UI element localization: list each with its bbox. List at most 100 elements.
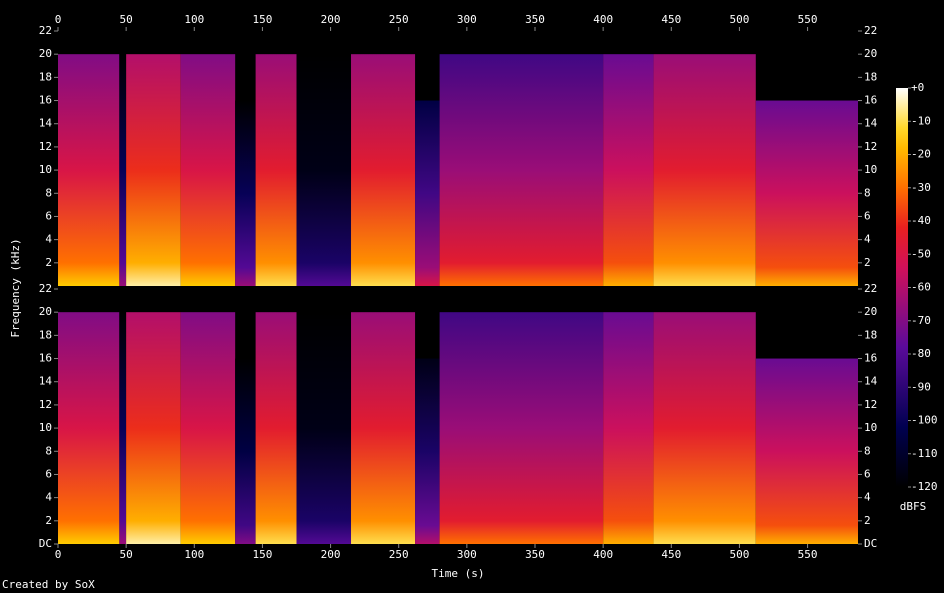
- x-tick-label: 450: [661, 13, 681, 26]
- y-tick-label: 14: [39, 117, 53, 130]
- colorbar: [896, 88, 908, 487]
- y-tick-label: 12: [39, 398, 52, 411]
- y-axis-label: Frequency (kHz): [9, 238, 22, 337]
- spectrum-segment: [296, 312, 352, 544]
- x-tick-label: 250: [389, 13, 409, 26]
- x-tick-label: 550: [798, 548, 818, 561]
- y-tick-label: 10: [864, 421, 877, 434]
- y-tick-label: 8: [45, 444, 52, 457]
- y-tick-label: 20: [39, 47, 52, 60]
- x-tick-label: 100: [184, 548, 204, 561]
- spectrum-segment: [255, 54, 297, 286]
- spectrum-segment: [755, 358, 858, 544]
- x-tick-label: 550: [798, 13, 818, 26]
- y-tick-label: 18: [39, 328, 52, 341]
- y-tick-label: 18: [864, 328, 877, 341]
- spectrum-segment: [415, 100, 440, 286]
- spectrum-segment: [296, 54, 352, 286]
- y-tick-label: 8: [864, 444, 871, 457]
- x-tick-label: 350: [525, 548, 545, 561]
- x-axis-label: Time (s): [432, 567, 485, 580]
- y-tick-label: 6: [864, 467, 871, 480]
- y-tick-label: 22: [864, 282, 877, 295]
- spectrum-segment: [119, 312, 127, 544]
- spectrum-segment: [235, 358, 256, 544]
- y-tick-label: 4: [45, 233, 52, 246]
- spectrum-segment: [653, 54, 756, 286]
- colorbar-tick-label: +0: [911, 81, 924, 94]
- x-tick-label: 300: [457, 548, 477, 561]
- x-tick-label: 500: [729, 548, 749, 561]
- y-tick-label: 14: [864, 117, 878, 130]
- colorbar-tick-label: -50: [911, 247, 931, 260]
- y-tick-label: 4: [864, 233, 871, 246]
- colorbar-label: dBFS: [900, 500, 927, 513]
- colorbar-tick-label: -30: [911, 181, 931, 194]
- x-tick-label: 150: [252, 548, 272, 561]
- y-tick-label: 12: [864, 140, 877, 153]
- x-tick-label: 200: [321, 548, 341, 561]
- colorbar-tick-label: -90: [911, 380, 931, 393]
- y-tick-label: DC: [864, 537, 877, 550]
- spectrum-segment: [415, 358, 440, 544]
- colorbar-tick-label: -10: [911, 114, 931, 127]
- y-tick-label: 8: [864, 186, 871, 199]
- colorbar-tick-label: -100: [911, 414, 938, 427]
- spectrum-segment: [180, 54, 236, 286]
- x-tick-label: 50: [120, 13, 133, 26]
- spectrum-segment: [119, 54, 127, 286]
- y-tick-label: 16: [864, 352, 877, 365]
- y-tick-label: 10: [39, 421, 52, 434]
- y-tick-label: 14: [864, 375, 878, 388]
- spectrum-segment: [255, 312, 297, 544]
- y-tick-label: 8: [45, 186, 52, 199]
- spectrum-segment: [653, 312, 756, 544]
- y-tick-label: 22: [39, 282, 52, 295]
- spectrum-segment: [439, 312, 604, 544]
- footer: Created by SoX: [2, 578, 95, 591]
- x-tick-label: 200: [321, 13, 341, 26]
- spectrum-segment: [180, 312, 236, 544]
- x-tick-label: 300: [457, 13, 477, 26]
- y-tick-label: 22: [39, 24, 52, 37]
- y-tick-label: 16: [864, 94, 877, 107]
- spectrum-segment: [603, 312, 654, 544]
- y-tick-label: 16: [39, 94, 52, 107]
- y-tick-label: 18: [39, 70, 52, 83]
- colorbar-tick-label: -120: [911, 480, 938, 493]
- y-tick-label: 20: [39, 305, 52, 318]
- x-tick-label: 0: [55, 13, 62, 26]
- y-tick-label: 2: [45, 514, 52, 527]
- x-tick-label: 400: [593, 13, 613, 26]
- spectrum-segment: [126, 54, 181, 286]
- y-tick-label: 18: [864, 70, 877, 83]
- x-tick-label: 500: [729, 13, 749, 26]
- spectrum-segment: [351, 54, 416, 286]
- y-tick-label: 2: [864, 256, 871, 269]
- x-tick-label: 50: [120, 548, 133, 561]
- x-tick-label: 450: [661, 548, 681, 561]
- x-tick-label: 350: [525, 13, 545, 26]
- spectrum-segment: [235, 100, 256, 286]
- colorbar-tick-label: -40: [911, 214, 931, 227]
- colorbar-tick-label: -70: [911, 314, 931, 327]
- y-tick-label: 2: [45, 256, 52, 269]
- colorbar-tick-label: -60: [911, 281, 931, 294]
- spectrum-segment: [439, 54, 604, 286]
- x-tick-label: 100: [184, 13, 204, 26]
- y-tick-label: 22: [864, 24, 877, 37]
- y-tick-label: 20: [864, 305, 877, 318]
- y-tick-label: 16: [39, 352, 52, 365]
- colorbar-tick-label: -20: [911, 148, 931, 161]
- spectrum-segment: [126, 312, 181, 544]
- y-tick-label: 4: [45, 491, 52, 504]
- y-tick-label: 6: [45, 467, 52, 480]
- colorbar-tick-label: -80: [911, 347, 931, 360]
- spectrum-segment: [58, 54, 120, 286]
- y-tick-label: 10: [39, 163, 52, 176]
- x-tick-label: 0: [55, 548, 62, 561]
- spectrum-segment: [58, 312, 120, 544]
- spectrum-segment: [351, 312, 416, 544]
- x-tick-label: 150: [252, 13, 272, 26]
